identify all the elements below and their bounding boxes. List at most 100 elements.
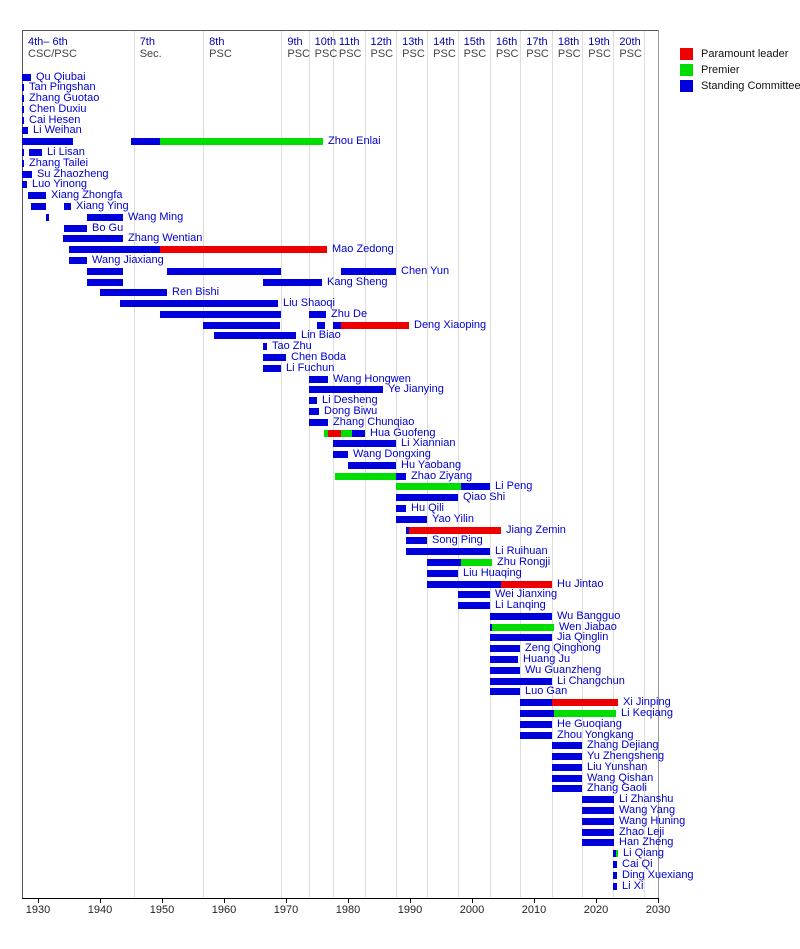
person-label[interactable]: Luo Yinong (32, 178, 88, 191)
congress-label[interactable]: 14th (433, 36, 455, 48)
person-label[interactable]: Xiang Ying (76, 199, 129, 212)
person-label[interactable]: Zhang Gaoli (587, 782, 647, 795)
congress-label[interactable]: 15th (463, 36, 485, 48)
congress-label[interactable]: 19th (588, 36, 610, 48)
person-bar-segment (29, 149, 42, 156)
person-label[interactable]: Wei Jianxing (495, 588, 558, 601)
person-label[interactable]: Chen Yun (401, 264, 450, 277)
person-bar-segment (406, 548, 490, 556)
person-label[interactable]: Hu Qili (411, 502, 445, 514)
person-label[interactable]: Li Keqiang (621, 706, 673, 719)
person-label[interactable]: Jiang Zemin (506, 523, 566, 536)
person-bar-segment (22, 84, 24, 92)
congress-label[interactable]: 4th– 6th (28, 36, 68, 48)
person-label[interactable]: Ye Jianying (388, 383, 444, 396)
person-label[interactable]: Huang Ju (523, 653, 571, 665)
person-label[interactable]: Li Desheng (322, 394, 378, 407)
person-bar-segment (582, 817, 614, 825)
person-label[interactable]: Tan Pingshan (29, 81, 96, 94)
person-label[interactable]: Wang Qishan (587, 771, 654, 784)
congress-label[interactable]: 18th (557, 36, 580, 48)
person-label[interactable]: Wu Guanzheng (525, 663, 602, 676)
person-label[interactable]: Li Xi (622, 879, 644, 892)
person-label[interactable]: Liu Huaqing (463, 566, 522, 579)
congress-label[interactable]: 7th (139, 36, 155, 48)
person-label[interactable]: Lin Biao (301, 329, 341, 342)
person-label[interactable]: Wang Huning (619, 814, 686, 827)
congress-label[interactable]: 8th (209, 36, 225, 48)
person-label[interactable]: Song Ping (432, 534, 483, 547)
person-label[interactable]: Luo Gan (525, 685, 568, 698)
person-label[interactable]: Kang Sheng (327, 275, 388, 288)
axis-tick-label: 2030 (645, 904, 671, 916)
person-label[interactable]: Dong Biwu (324, 404, 378, 417)
congress-label[interactable]: 13th (402, 36, 424, 48)
congress-label[interactable]: 16th (495, 36, 518, 48)
person-label[interactable]: Ding Xuexiang (622, 868, 694, 881)
person-label[interactable]: Wang Hongwen (333, 372, 411, 385)
person-label[interactable]: Zeng Qinghong (525, 642, 601, 655)
person-label[interactable]: Li Changchun (557, 674, 625, 687)
person-label[interactable]: Zhu De (331, 307, 368, 320)
person-label[interactable]: Zhao Ziyang (411, 469, 473, 482)
person-label[interactable]: Wang Dongxing (353, 448, 431, 460)
person-label[interactable]: Han Zheng (619, 836, 674, 849)
congress-label[interactable]: 12th (370, 36, 392, 48)
person-bar-segment (520, 731, 552, 739)
person-label[interactable]: Chen Duxiu (29, 102, 87, 115)
person-label[interactable]: Yu Zhengsheng (587, 750, 665, 763)
person-label[interactable]: Xi Jinping (623, 696, 671, 709)
person-label[interactable]: Hu Jintao (557, 577, 604, 590)
person-label[interactable]: Li Lanqing (495, 599, 546, 612)
person-label[interactable]: Deng Xiaoping (414, 318, 487, 331)
congress-label[interactable]: 11th (338, 36, 360, 48)
person-bar-segment (406, 537, 427, 545)
person-label[interactable]: Liu Shaoqi (283, 297, 335, 309)
person-label[interactable]: Tao Zhu (272, 340, 312, 353)
person-label[interactable]: Su Zhaozheng (37, 167, 109, 180)
person-label[interactable]: Zhou Enlai (328, 135, 381, 148)
person-label[interactable]: Zhu Rongji (497, 555, 551, 568)
person-label[interactable]: Yao Yilin (432, 512, 474, 525)
person-label[interactable]: Zhang Tailei (29, 156, 89, 169)
person-bar-segment (22, 170, 32, 178)
person-label[interactable]: Zhang Wentian (128, 232, 203, 245)
person-label[interactable]: Wang Jiaxiang (92, 253, 164, 266)
person-label[interactable]: Qu Qiubai (36, 70, 86, 83)
person-label[interactable]: Hua Guofeng (370, 426, 436, 439)
person-label[interactable]: Li Lisan (47, 146, 85, 158)
person-label[interactable]: Zhang Chunqiao (333, 415, 415, 428)
person-label[interactable]: Li Zhanshu (619, 793, 674, 806)
person-label[interactable]: Mao Zedong (332, 243, 394, 256)
person-label[interactable]: Bo Gu (92, 221, 124, 234)
person-label[interactable]: Qiao Shi (463, 491, 506, 504)
person-label[interactable]: Li Peng (495, 480, 533, 493)
person-label[interactable]: Ren Bishi (172, 286, 220, 299)
person-label[interactable]: Zhang Dejiang (587, 739, 659, 752)
person-bar-segment (203, 321, 280, 329)
person-label[interactable]: Cai Qi (622, 858, 653, 870)
congress-label[interactable]: 10th (314, 36, 337, 48)
person-label[interactable]: Li Fuchun (286, 361, 335, 374)
person-label[interactable]: Li Qiang (623, 847, 664, 860)
person-label[interactable]: Zhang Guotao (29, 92, 100, 105)
person-label[interactable]: Wen Jiabao (559, 620, 617, 633)
person-label[interactable]: Cai Hesen (29, 113, 81, 126)
person-label[interactable]: He Guoqiang (557, 717, 622, 730)
person-label[interactable]: Wang Yang (619, 804, 676, 816)
person-label[interactable]: Jia Qinglin (557, 631, 609, 644)
person-label[interactable]: Li Xiannian (401, 437, 456, 450)
person-label[interactable]: Zhou Yongkang (557, 728, 634, 741)
congress-label[interactable]: 17th (526, 36, 548, 48)
person-label[interactable]: Wu Bangguo (557, 609, 621, 622)
person-label[interactable]: Wang Ming (128, 210, 184, 223)
person-label[interactable]: Zhao Leji (619, 825, 665, 838)
person-label[interactable]: Li Ruihuan (495, 545, 548, 558)
person-label[interactable]: Li Weihan (33, 124, 82, 137)
person-label[interactable]: Chen Boda (291, 351, 347, 363)
person-label[interactable]: Xiang Zhongfa (51, 189, 123, 202)
congress-label[interactable]: 9th (287, 36, 303, 48)
congress-label[interactable]: 20th (619, 36, 641, 48)
person-label[interactable]: Hu Yaobang (401, 458, 462, 471)
person-label[interactable]: Liu Yunshan (587, 760, 648, 773)
